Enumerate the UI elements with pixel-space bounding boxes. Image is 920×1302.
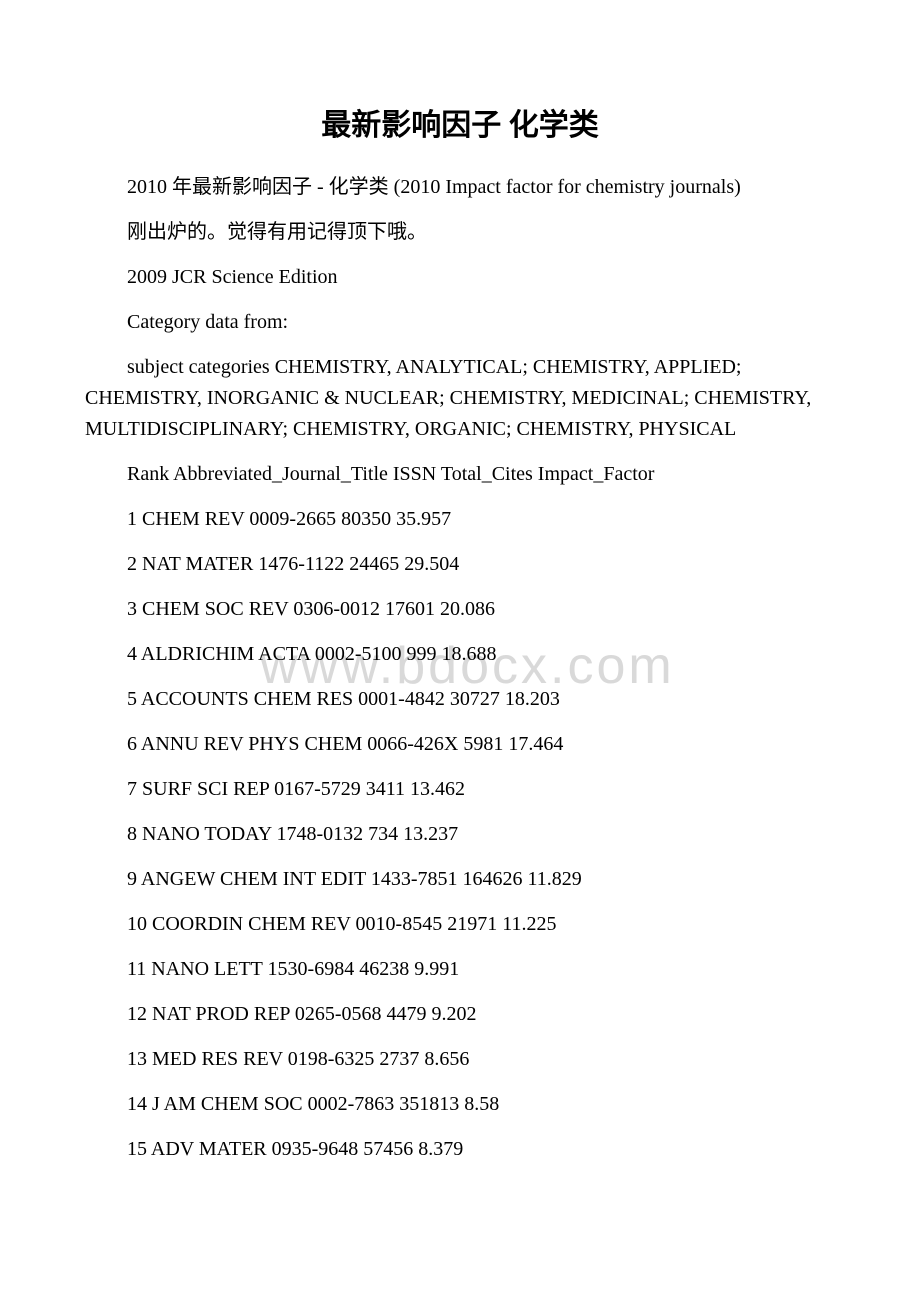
entry-text: 10 COORDIN CHEM REV 0010-8545 21971 11.2… bbox=[127, 913, 556, 935]
journal-entry: 1 CHEM REV 0009-2665 80350 35.957 bbox=[85, 504, 835, 535]
journal-entry: 9 ANGEW CHEM INT EDIT 1433-7851 164626 1… bbox=[85, 864, 835, 895]
paragraph-text: 刚出炉的。觉得有用记得顶下哦。 bbox=[127, 221, 427, 243]
paragraph-header-row: Rank Abbreviated_Journal_Title ISSN Tota… bbox=[85, 459, 835, 490]
journal-entry: 5 ACCOUNTS CHEM RES 0001-4842 30727 18.2… bbox=[85, 684, 835, 715]
paragraph-text: Rank Abbreviated_Journal_Title ISSN Tota… bbox=[127, 463, 654, 485]
entry-text: 11 NANO LETT 1530-6984 46238 9.991 bbox=[127, 958, 459, 980]
paragraph-text: 2010 年最新影响因子 - 化学类 (2010 Impact factor f… bbox=[127, 176, 741, 198]
journal-entry: 8 NANO TODAY 1748-0132 734 13.237 bbox=[85, 819, 835, 850]
journal-entry: 3 CHEM SOC REV 0306-0012 17601 20.086 bbox=[85, 594, 835, 625]
journal-entry: 6 ANNU REV PHYS CHEM 0066-426X 5981 17.4… bbox=[85, 729, 835, 760]
entry-text: 1 CHEM REV 0009-2665 80350 35.957 bbox=[127, 508, 451, 530]
entry-text: 9 ANGEW CHEM INT EDIT 1433-7851 164626 1… bbox=[127, 868, 582, 890]
paragraph-text: 2009 JCR Science Edition bbox=[127, 266, 338, 288]
entry-text: 7 SURF SCI REP 0167-5729 3411 13.462 bbox=[127, 778, 465, 800]
paragraph-text: Category data from: bbox=[127, 311, 288, 333]
entry-text: 6 ANNU REV PHYS CHEM 0066-426X 5981 17.4… bbox=[127, 733, 563, 755]
paragraph-intro: 2010 年最新影响因子 - 化学类 (2010 Impact factor f… bbox=[85, 172, 835, 203]
document-page: 最新影响因子 化学类 2010 年最新影响因子 - 化学类 (2010 Impa… bbox=[0, 0, 920, 1239]
entry-text: 13 MED RES REV 0198-6325 2737 8.656 bbox=[127, 1048, 469, 1070]
entry-text: 4 ALDRICHIM ACTA 0002-5100 999 18.688 bbox=[127, 643, 497, 665]
paragraph-categories: subject categories CHEMISTRY, ANALYTICAL… bbox=[85, 352, 835, 445]
page-title: 最新影响因子 化学类 bbox=[85, 100, 835, 144]
entry-text: 8 NANO TODAY 1748-0132 734 13.237 bbox=[127, 823, 458, 845]
journal-entry: 2 NAT MATER 1476-1122 24465 29.504 bbox=[85, 549, 835, 580]
journal-entry: 7 SURF SCI REP 0167-5729 3411 13.462 bbox=[85, 774, 835, 805]
entry-text: 12 NAT PROD REP 0265-0568 4479 9.202 bbox=[127, 1003, 476, 1025]
entry-text: 5 ACCOUNTS CHEM RES 0001-4842 30727 18.2… bbox=[127, 688, 560, 710]
paragraph-edition: 2009 JCR Science Edition bbox=[85, 262, 835, 293]
paragraph-text: subject categories CHEMISTRY, ANALYTICAL… bbox=[85, 356, 811, 440]
entry-text: 3 CHEM SOC REV 0306-0012 17601 20.086 bbox=[127, 598, 495, 620]
entry-text: 2 NAT MATER 1476-1122 24465 29.504 bbox=[127, 553, 459, 575]
entry-text: 14 J AM CHEM SOC 0002-7863 351813 8.58 bbox=[127, 1093, 499, 1115]
journal-entry: 12 NAT PROD REP 0265-0568 4479 9.202 bbox=[85, 999, 835, 1030]
paragraph-note: 刚出炉的。觉得有用记得顶下哦。 bbox=[85, 217, 835, 248]
paragraph-category-label: Category data from: bbox=[85, 307, 835, 338]
entry-text: 15 ADV MATER 0935-9648 57456 8.379 bbox=[127, 1138, 463, 1160]
journal-entry: 4 ALDRICHIM ACTA 0002-5100 999 18.688 bbox=[85, 639, 835, 670]
journal-entry: 14 J AM CHEM SOC 0002-7863 351813 8.58 bbox=[85, 1089, 835, 1120]
journal-entry: 11 NANO LETT 1530-6984 46238 9.991 bbox=[85, 954, 835, 985]
journal-entry: 15 ADV MATER 0935-9648 57456 8.379 bbox=[85, 1134, 835, 1165]
journal-entry: 10 COORDIN CHEM REV 0010-8545 21971 11.2… bbox=[85, 909, 835, 940]
journal-entry: 13 MED RES REV 0198-6325 2737 8.656 bbox=[85, 1044, 835, 1075]
